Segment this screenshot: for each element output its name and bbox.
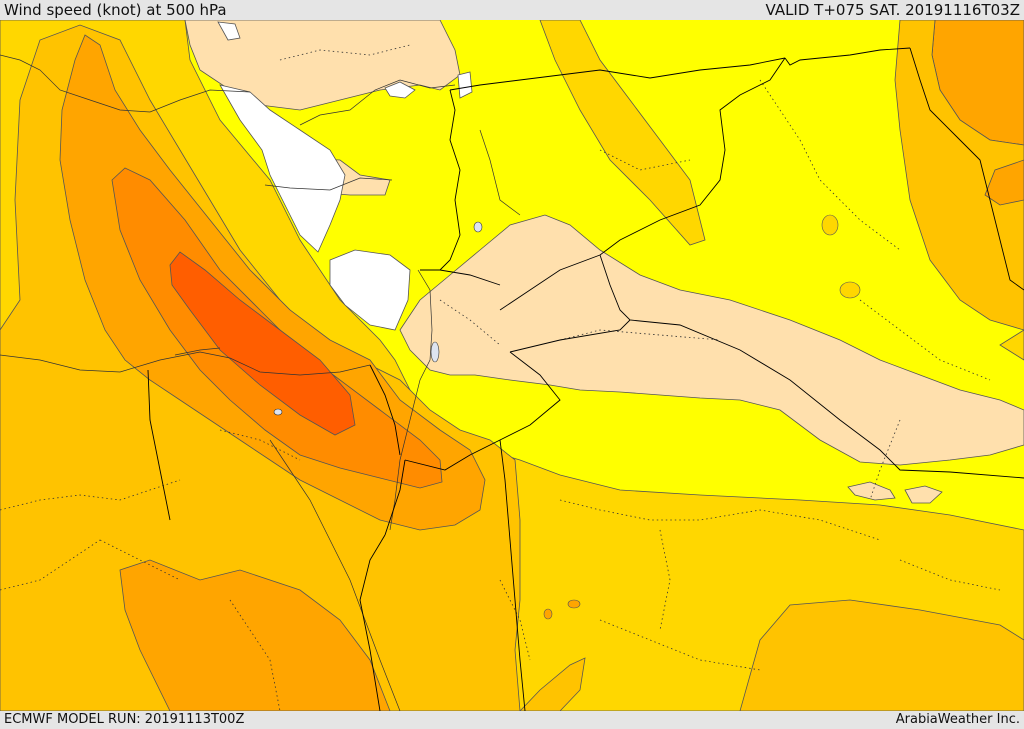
wind-band-white-e xyxy=(217,21,241,41)
wind-band-gold-north xyxy=(539,20,706,246)
lake-west xyxy=(273,408,283,416)
island-c xyxy=(839,281,861,299)
wind-band-orange xyxy=(59,34,486,531)
credit: ArabiaWeather Inc. xyxy=(895,712,1020,727)
wind-speed-map[interactable] xyxy=(0,20,1024,711)
island-a xyxy=(543,608,553,620)
valid-time: VALID T+075 SAT. 20191116T03Z xyxy=(765,1,1020,19)
wind-band-white-d xyxy=(457,71,473,99)
wind-band-orange-east xyxy=(984,159,1024,206)
wind-band-white-b xyxy=(329,249,411,331)
footer-bar: ECMWF MODEL RUN: 20191113T00Z ArabiaWeat… xyxy=(0,711,1024,729)
wind-band-gold-east-low xyxy=(999,329,1024,361)
wind-band-cream-blob-a xyxy=(847,481,896,501)
coastlines xyxy=(0,54,521,711)
wind-band-amber-southeast xyxy=(739,599,1024,711)
sea-of-galilee xyxy=(473,221,483,233)
country-borders xyxy=(147,47,1024,711)
wind-band-cream-center xyxy=(399,214,1024,466)
dead-sea xyxy=(430,341,440,363)
island-d xyxy=(821,214,839,236)
island-b xyxy=(567,599,581,609)
wind-band-white-c xyxy=(384,81,416,99)
wind-band-white-a xyxy=(219,84,346,253)
header-bar: Wind speed (knot) at 500 hPa VALID T+075… xyxy=(0,0,1024,20)
wind-band-core xyxy=(169,251,356,436)
wind-band-orange-south xyxy=(119,559,391,711)
wind-band-amber-south xyxy=(519,657,586,711)
wind-band-cream-blob-b xyxy=(904,485,943,504)
province-borders xyxy=(0,44,1001,711)
model-run: ECMWF MODEL RUN: 20191113T00Z xyxy=(4,712,245,727)
wind-band-amber-east xyxy=(894,20,1024,331)
map-title: Wind speed (knot) at 500 hPa xyxy=(4,1,227,19)
